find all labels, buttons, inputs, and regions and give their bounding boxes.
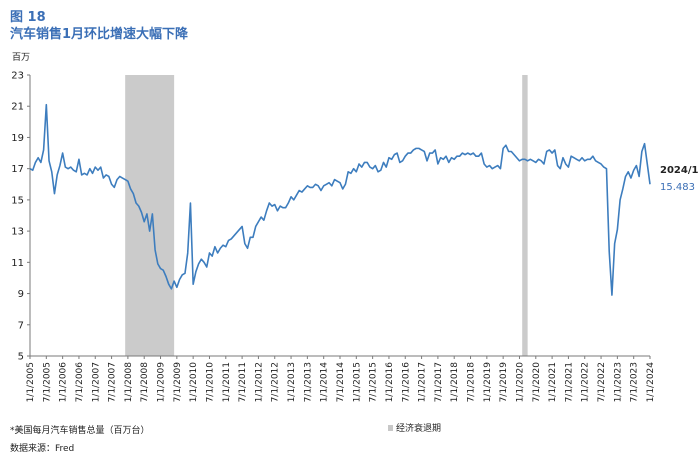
x-tick-label: 1/1/2022 — [581, 362, 591, 402]
x-tick-label: 1/1/2009 — [157, 362, 167, 403]
x-tick-label: 7/1/2017 — [434, 362, 444, 402]
x-tick-label: 1/1/2024 — [646, 362, 656, 403]
x-tick-label: 1/1/2016 — [385, 362, 395, 403]
axes: 5 7 9 11 13 15 17 19 21 23 1/1/2005 7/1/2005 1/1/200… — [11, 71, 656, 403]
series-line-1 — [29, 103, 651, 296]
recession-swatch — [388, 424, 393, 431]
y-tick-label: 15 — [11, 195, 24, 206]
y-tick-label: 7 — [18, 320, 24, 331]
y-tick-label: 9 — [18, 289, 24, 300]
y-tick-label: 23 — [11, 71, 24, 82]
end-value-label: 15.483 — [660, 182, 695, 193]
y-tick-label: 17 — [11, 164, 24, 175]
x-tick-label: 1/1/2015 — [352, 362, 362, 402]
x-tick-label: 7/1/2012 — [271, 362, 281, 402]
x-tick-label: 1/1/2020 — [515, 362, 525, 403]
x-tick-label: 1/1/2007 — [91, 362, 101, 402]
x-tick-label: 7/1/2016 — [401, 362, 411, 403]
recession-band-1 — [125, 75, 175, 356]
x-tick-label: 7/1/2006 — [75, 362, 85, 403]
x-tick-label: 1/1/2018 — [450, 362, 460, 403]
x-tick-label: 7/1/2007 — [108, 362, 118, 402]
x-tick-label: 7/1/2015 — [369, 362, 379, 402]
x-tick-label: 1/1/2006 — [59, 362, 69, 403]
figure-label: 图 18 — [10, 10, 46, 25]
legend: 经济衰退期 — [388, 421, 441, 434]
recession-band-2 — [522, 75, 528, 356]
x-tick-label: 1/1/2019 — [483, 362, 493, 403]
x-tick-label: 7/1/2020 — [532, 362, 542, 403]
x-tick-label: 7/1/2009 — [173, 362, 183, 403]
recession-bands — [125, 75, 528, 356]
legend-recession-label: 经济衰退期 — [396, 424, 442, 434]
x-tick-label: 1/1/2010 — [189, 362, 199, 403]
chart-title: 汽车销售1月环比增速大幅下降 — [10, 27, 189, 42]
x-tick-label: 7/1/2021 — [564, 362, 574, 402]
x-tick-label: 1/1/2011 — [222, 362, 232, 402]
series-layer — [29, 103, 651, 296]
footnote: *美国每月汽车销售总量（百万台） — [10, 426, 150, 436]
x-tick-label: 7/1/2014 — [336, 362, 346, 403]
x-tick-label: 1/1/2023 — [613, 362, 623, 402]
y-tick-label: 5 — [18, 352, 24, 363]
y-tick-label: 11 — [11, 258, 24, 269]
x-tick-label: 1/1/2005 — [26, 362, 36, 402]
source-note: 数据来源：Fred — [10, 444, 75, 454]
y-tick-label: 21 — [11, 102, 24, 113]
x-tick-label: 7/1/2008 — [140, 362, 150, 403]
x-tick-label: 7/1/2019 — [499, 362, 509, 403]
x-tick-label: 7/1/2022 — [597, 362, 607, 402]
x-tick-label: 1/1/2021 — [548, 362, 558, 402]
x-tick-label: 7/1/2013 — [303, 362, 313, 402]
y-tick-label: 19 — [11, 133, 24, 144]
y-axis-unit: 百万 — [12, 53, 31, 63]
x-tick-label: 7/1/2011 — [238, 362, 248, 402]
x-tick-label: 1/1/2013 — [287, 362, 297, 402]
x-tick-label: 1/1/2017 — [418, 362, 428, 402]
x-tick-label: 1/1/2014 — [320, 362, 330, 403]
x-tick-label: 1/1/2008 — [124, 362, 134, 403]
y-tick-label: 13 — [11, 227, 24, 238]
x-tick-label: 1/1/2012 — [254, 362, 264, 402]
x-tick-label: 7/1/2010 — [205, 362, 215, 403]
x-tick-label: 7/1/2023 — [630, 362, 640, 402]
x-tick-label: 7/1/2018 — [467, 362, 477, 403]
end-date-label: 2024/1 — [660, 165, 699, 176]
x-tick-label: 7/1/2005 — [42, 362, 52, 402]
